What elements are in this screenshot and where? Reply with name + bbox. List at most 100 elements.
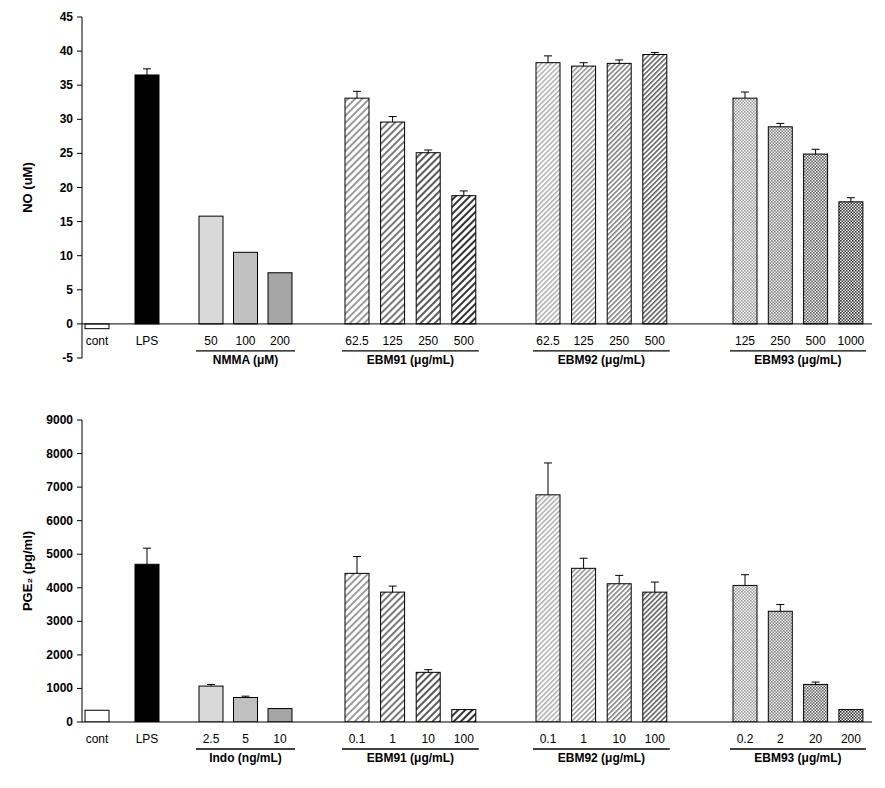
- error-stem: [619, 575, 620, 583]
- y-tick-label: 35: [60, 78, 74, 92]
- group-label: EBM93 (μg/mL): [754, 353, 841, 367]
- y-tick: [77, 323, 82, 324]
- y-tick: [77, 654, 82, 655]
- error-bar: [460, 191, 468, 196]
- category-label: 62.5: [536, 334, 560, 348]
- bar: [804, 684, 828, 722]
- bar: [768, 611, 792, 722]
- y-tick: [77, 51, 82, 52]
- error-stem: [357, 91, 358, 98]
- category-label: 10: [273, 732, 287, 746]
- error-cap: [776, 123, 784, 124]
- bar: [234, 252, 258, 324]
- category-label: LPS: [136, 732, 159, 746]
- group-underline: [196, 350, 295, 351]
- bar: [536, 63, 560, 324]
- y-tick-label: 0: [66, 715, 73, 729]
- error-bar: [143, 69, 151, 75]
- group-label: EBM91 (μg/mL): [367, 353, 454, 367]
- y-axis-label: PGE₂ (pg/ml): [20, 531, 35, 611]
- y-tick: [77, 153, 82, 154]
- error-stem: [619, 60, 620, 63]
- x-axis: [82, 722, 872, 723]
- category-label: cont: [86, 732, 109, 746]
- error-cap: [812, 682, 820, 683]
- error-stem: [583, 63, 584, 66]
- category-label: 125: [383, 334, 403, 348]
- error-stem: [357, 557, 358, 574]
- y-tick: [77, 487, 82, 488]
- error-cap: [389, 586, 397, 587]
- group-underline: [730, 350, 866, 351]
- error-stem: [850, 198, 851, 202]
- error-stem: [654, 582, 655, 592]
- bar: [452, 196, 476, 324]
- y-tick-label: 7000: [46, 480, 73, 494]
- y-axis-label: NO (uM): [20, 162, 35, 213]
- category-label: 2: [777, 732, 784, 746]
- error-stem: [780, 605, 781, 612]
- bar: [733, 585, 757, 722]
- group-label: EBM92 (μg/mL): [558, 751, 645, 765]
- error-stem: [392, 586, 393, 592]
- error-bar: [580, 63, 588, 66]
- category-label: 0.1: [540, 732, 557, 746]
- category-label: 500: [806, 334, 826, 348]
- bar: [452, 710, 476, 722]
- y-tick-label: 4000: [46, 581, 73, 595]
- y-axis: [82, 17, 83, 358]
- error-bar: [580, 558, 588, 568]
- category-label: 500: [454, 334, 474, 348]
- category-label: 100: [645, 732, 665, 746]
- bar: [607, 63, 631, 324]
- error-stem: [780, 123, 781, 126]
- error-bar: [651, 582, 659, 592]
- bar: [381, 122, 405, 324]
- error-cap: [776, 604, 784, 605]
- bar: [804, 154, 828, 324]
- y-tick-label: 40: [60, 44, 74, 58]
- error-cap: [389, 116, 397, 117]
- bar: [416, 153, 440, 324]
- error-bar: [389, 586, 397, 592]
- error-cap: [424, 149, 432, 150]
- error-bar: [812, 682, 820, 684]
- y-tick-label: 1000: [46, 681, 73, 695]
- category-label: 0.2: [737, 732, 754, 746]
- category-label: 125: [574, 334, 594, 348]
- y-tick-label: 10: [60, 249, 74, 263]
- error-bar: [651, 52, 659, 54]
- error-cap: [544, 55, 552, 56]
- error-bar: [741, 92, 749, 98]
- x-axis: [82, 323, 872, 324]
- error-bar: [544, 463, 552, 495]
- error-cap: [580, 558, 588, 559]
- y-tick-label: 2000: [46, 648, 73, 662]
- error-bar: [143, 548, 151, 564]
- bars: [85, 463, 863, 722]
- bar: [643, 55, 667, 324]
- error-cap: [460, 190, 468, 191]
- y-tick: [77, 358, 82, 359]
- error-cap: [615, 575, 623, 576]
- error-bar: [424, 150, 432, 153]
- y-tick: [77, 85, 82, 86]
- error-cap: [651, 582, 659, 583]
- category-label: LPS: [136, 334, 159, 348]
- y-tick: [77, 187, 82, 188]
- error-stem: [745, 575, 746, 586]
- error-bar: [847, 198, 855, 202]
- bar: [85, 710, 109, 722]
- y-tick-label: -5: [62, 351, 73, 365]
- category-label: 10: [613, 732, 627, 746]
- y-tick-label: 3000: [46, 614, 73, 628]
- y-tick: [77, 520, 82, 521]
- y-tick: [77, 688, 82, 689]
- bar: [768, 127, 792, 324]
- error-stem: [548, 463, 549, 495]
- y-tick-label: 6000: [46, 514, 73, 528]
- error-bar: [424, 670, 432, 673]
- category-label: 2.5: [203, 732, 220, 746]
- error-stem: [745, 92, 746, 98]
- error-bar: [389, 117, 397, 122]
